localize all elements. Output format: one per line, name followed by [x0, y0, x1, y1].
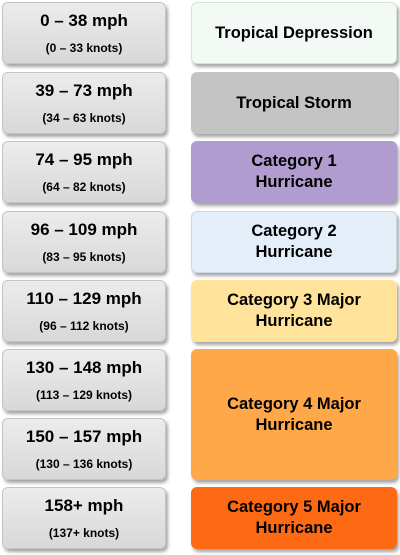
speed-knots: (83 – 95 knots)	[42, 250, 126, 264]
category-4-major-hurricane: Category 4 Major Hurricane	[191, 349, 397, 480]
category-label: Category 4 Major	[227, 394, 361, 413]
speed-box-7: 158+ mph (137+ knots)	[2, 487, 166, 549]
speed-mph: 39 – 73 mph	[35, 81, 133, 100]
category-5-major-hurricane: Category 5 Major Hurricane	[191, 487, 397, 549]
speed-mph: 74 – 95 mph	[35, 150, 133, 169]
speed-knots: (96 – 112 knots)	[39, 319, 129, 333]
category-label: Hurricane	[255, 243, 333, 261]
speed-mph: 130 – 148 mph	[25, 358, 143, 377]
speed-box-0: 0 – 38 mph (0 – 33 knots)	[2, 2, 166, 64]
category-label: Hurricane	[255, 415, 333, 434]
speed-box-4: 110 – 129 mph (96 – 112 knots)	[2, 280, 166, 342]
speed-mph: 110 – 129 mph	[26, 289, 142, 308]
speed-box-2: 74 – 95 mph (64 – 82 knots)	[2, 141, 166, 203]
category-label: Category 5 Major	[227, 498, 361, 516]
speed-mph: 96 – 109 mph	[30, 220, 138, 239]
speed-knots: (113 – 129 knots)	[35, 388, 133, 402]
speed-box-5: 130 – 148 mph (113 – 129 knots)	[2, 349, 166, 411]
category-tropical-storm: Tropical Storm	[191, 72, 397, 134]
speed-box-3: 96 – 109 mph (83 – 95 knots)	[2, 211, 166, 273]
category-2-hurricane: Category 2 Hurricane	[191, 211, 397, 273]
category-label: Tropical Storm	[236, 93, 352, 112]
speed-knots: (64 – 82 knots)	[42, 180, 126, 194]
category-label: Tropical Depression	[215, 23, 373, 42]
speed-knots: (137+ knots)	[48, 526, 120, 540]
category-label: Hurricane	[255, 173, 333, 191]
speed-knots: (130 – 136 knots)	[35, 457, 133, 471]
category-3-major-hurricane: Category 3 Major Hurricane	[191, 280, 397, 342]
category-label: Category 3 Major	[227, 291, 361, 309]
speed-box-1: 39 – 73 mph (34 – 63 knots)	[2, 72, 166, 134]
category-label: Hurricane	[255, 519, 333, 537]
category-tropical-depression: Tropical Depression	[191, 2, 397, 64]
speed-mph: 158+ mph	[44, 496, 124, 515]
category-label: Hurricane	[255, 312, 333, 330]
speed-mph: 150 – 157 mph	[25, 427, 143, 446]
speed-box-6: 150 – 157 mph (130 – 136 knots)	[2, 418, 166, 480]
speed-mph: 0 – 38 mph	[40, 11, 128, 30]
category-label: Category 2	[251, 222, 337, 240]
speed-knots: (0 – 33 knots)	[45, 41, 123, 55]
category-label: Category 1	[251, 152, 337, 170]
category-1-hurricane: Category 1 Hurricane	[191, 141, 397, 203]
speed-knots: (34 – 63 knots)	[42, 111, 126, 125]
